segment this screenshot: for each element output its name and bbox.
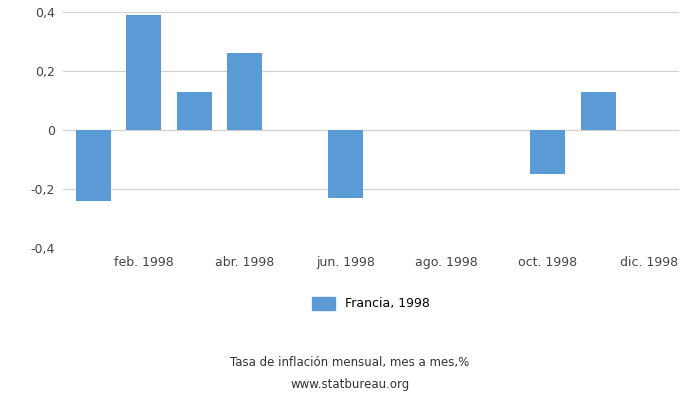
Bar xyxy=(176,92,212,130)
Bar xyxy=(126,15,162,130)
Text: www.statbureau.org: www.statbureau.org xyxy=(290,378,410,391)
Bar xyxy=(530,130,566,174)
Text: Tasa de inflación mensual, mes a mes,%: Tasa de inflación mensual, mes a mes,% xyxy=(230,356,470,369)
Bar xyxy=(580,92,616,130)
Bar xyxy=(76,130,111,201)
Bar xyxy=(328,130,363,198)
Legend: Francia, 1998: Francia, 1998 xyxy=(312,297,430,310)
Bar xyxy=(227,53,262,130)
